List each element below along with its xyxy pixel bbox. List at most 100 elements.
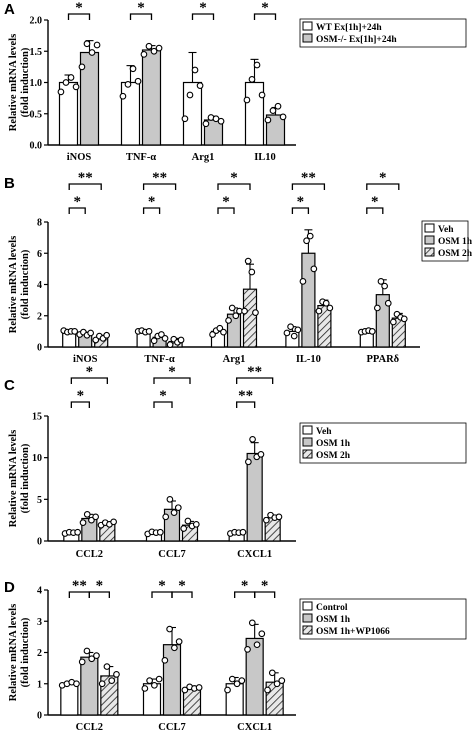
data-point [108, 677, 116, 684]
data-point [170, 509, 178, 517]
data-point [62, 79, 70, 86]
panel-letter: C [4, 377, 15, 394]
data-point [294, 326, 302, 334]
legend-label: OSM 2h [438, 249, 473, 259]
panel-A: A 0.0 0.5 1.0 1.5 2.0 Relative mRNA levels (fol… [4, 0, 467, 163]
y-axis-label-units: (fold induction) [20, 617, 31, 687]
y-tick-label: 2 [37, 311, 42, 322]
data-point [166, 495, 174, 503]
significance-marker: * [379, 170, 387, 186]
significance-marker: * [297, 194, 305, 210]
data-point [124, 81, 132, 88]
y-tick-label: 4 [37, 586, 42, 597]
data-point [71, 328, 79, 335]
data-point [83, 40, 91, 48]
data-point [150, 337, 158, 345]
legend-swatch [302, 33, 313, 43]
data-point [228, 675, 236, 683]
data-point [161, 335, 169, 342]
legend-label: OSM 1h [438, 237, 473, 247]
data-point [283, 329, 291, 337]
data-point [389, 318, 397, 326]
y-tick-label: 10 [32, 453, 42, 464]
data-point [315, 307, 323, 315]
significance-bracket [68, 183, 102, 190]
x-category-label: CCL2 [76, 722, 103, 733]
y-tick-label: 3 [37, 617, 42, 628]
data-point [151, 681, 158, 689]
x-category-label: CXCL1 [237, 722, 272, 733]
significance-marker: * [199, 0, 207, 16]
y-tick-label: 8 [37, 218, 42, 229]
data-point [244, 257, 252, 265]
significance-marker: ** [238, 388, 253, 404]
legend-swatch [424, 247, 435, 257]
significance-bracket [191, 13, 215, 20]
data-point [279, 113, 287, 121]
x-category-label: iNOS [67, 152, 92, 163]
data-point [245, 458, 252, 466]
data-point [87, 329, 95, 337]
data-point [141, 685, 149, 692]
data-point [98, 680, 106, 688]
legend-swatch [424, 223, 435, 233]
data-point [74, 528, 81, 536]
x-category-label: CCL2 [76, 549, 103, 560]
significance-marker: * [158, 578, 166, 594]
data-point [88, 49, 96, 56]
data-point [326, 304, 334, 312]
significance-marker: ** [78, 170, 93, 186]
significance-marker: ** [72, 578, 87, 594]
significance-bracket [70, 377, 108, 384]
significance-bracket [153, 377, 191, 384]
significance-marker: ** [247, 364, 262, 380]
data-point [269, 107, 277, 114]
data-point [384, 299, 392, 307]
legend-swatch [302, 437, 313, 447]
data-point [158, 331, 165, 338]
x-category-label: iNOS [73, 354, 98, 365]
data-point [257, 450, 265, 458]
significance-marker: * [261, 578, 269, 594]
data-point [78, 658, 86, 666]
data-point [103, 331, 111, 339]
data-point [303, 237, 310, 245]
data-point [57, 88, 65, 96]
significance-bracket [236, 377, 274, 384]
data-point [166, 341, 174, 349]
data-point [202, 120, 210, 128]
significance-marker: * [230, 170, 238, 186]
data-point [150, 47, 158, 55]
data-point [253, 641, 261, 649]
data-point [275, 513, 283, 521]
data-point [129, 65, 137, 73]
significance-bracket [366, 183, 400, 190]
data-point [181, 686, 189, 694]
data-point [72, 83, 80, 91]
bar [120, 81, 141, 146]
significance-marker: ** [301, 170, 316, 186]
bar [141, 49, 162, 146]
significance-bracket [142, 183, 177, 190]
data-point [306, 232, 314, 240]
x-category-label: TNF-α [126, 152, 156, 163]
data-point [171, 644, 178, 652]
legend-label: OSM-/- Ex[1h]+24h [316, 35, 397, 45]
significance-marker: * [75, 0, 83, 16]
significance-bracket [254, 591, 276, 598]
significance-bracket [68, 207, 86, 214]
data-point [264, 116, 272, 124]
data-point [239, 528, 247, 536]
data-point [73, 680, 80, 688]
data-point [67, 74, 75, 81]
x-category-label: TNF-α [144, 354, 174, 365]
legend-label: OSM 2h [316, 451, 351, 461]
significance-bracket [291, 183, 326, 190]
legend-label: Control [316, 603, 348, 613]
data-point [155, 675, 163, 683]
data-point [110, 518, 117, 526]
y-axis-label-units: (fold induction) [20, 249, 31, 319]
legend-box [299, 18, 467, 48]
data-point [177, 336, 185, 344]
panel-D: D 0 1 2 3 4 Relative mRNA levels (fold inductio… [4, 578, 467, 733]
